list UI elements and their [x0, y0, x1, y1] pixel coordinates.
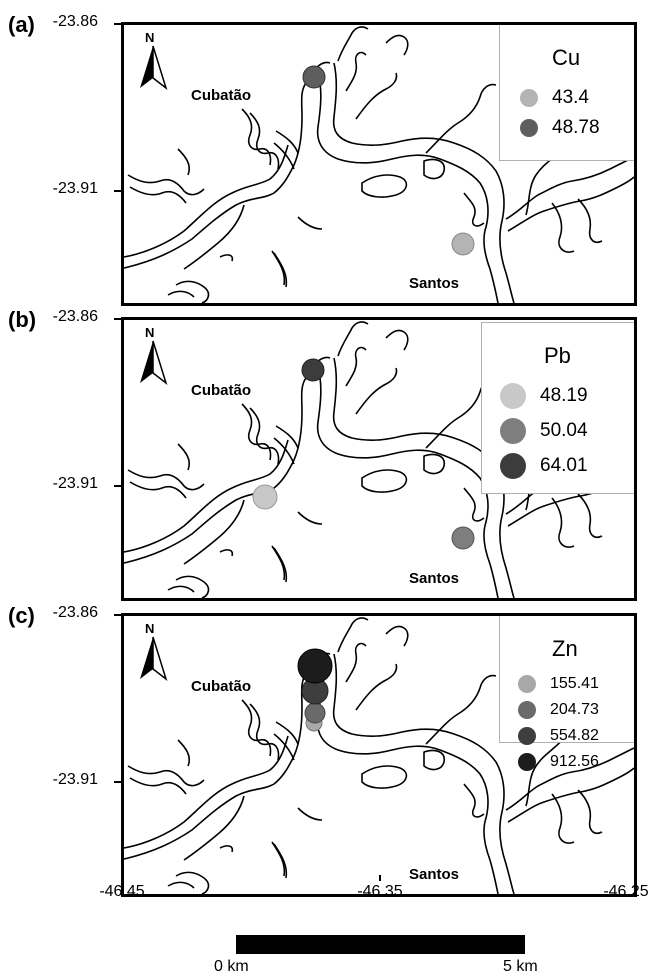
north-arrow-icon — [140, 45, 168, 90]
panel-c-north-letter: N — [145, 621, 155, 636]
legend-entry: 43.4 — [520, 87, 589, 109]
legend-label: 50.04 — [540, 420, 588, 441]
panel-a-city-santos: Santos — [409, 275, 460, 292]
panel-c-legend: Zn 155.41 204.73 554.82 912.56 — [499, 616, 634, 771]
panel-c-tick-mid — [114, 781, 121, 783]
panel-a-city-cubatao: Cubatão — [191, 87, 251, 104]
lon-tick-1 — [121, 875, 123, 881]
legend-swatch — [518, 675, 536, 693]
legend-label: 64.01 — [540, 455, 588, 476]
legend-entry: 204.73 — [518, 701, 599, 719]
panel-c-north-arrow: N — [136, 621, 170, 681]
panel-c-city-cubatao: Cubatão — [191, 678, 251, 695]
legend-label: 48.78 — [552, 117, 600, 138]
panel-c-lat-mid: -23.91 — [52, 771, 98, 788]
panel-a-lat-top: -23.86 — [52, 13, 98, 30]
legend-swatch — [518, 753, 536, 771]
legend-swatch — [500, 383, 526, 409]
legend-label: 204.73 — [550, 701, 599, 718]
panel-b-city-cubatao: Cubatão — [191, 382, 251, 399]
panel-c-letter: (c) — [8, 603, 35, 628]
legend-swatch — [500, 418, 526, 444]
panel-c-tick-top — [114, 614, 121, 616]
panel-c-map: N Cubatão Santos Zn 155.41 204.73 554.82… — [121, 613, 637, 897]
north-arrow-icon — [140, 636, 168, 681]
panel-c-city-santos: Santos — [409, 866, 460, 883]
legend-label: 155.41 — [550, 675, 599, 692]
legend-title: Zn — [552, 636, 578, 661]
legend-entry: 912.56 — [518, 753, 599, 771]
panel-b-lat-top: -23.86 — [52, 308, 98, 325]
lon-tick-2 — [379, 875, 381, 881]
panel-a-map: N Cubatão Santos Cu 43.4 48.78 — [121, 22, 637, 306]
legend-label: 912.56 — [550, 753, 599, 770]
legend-entry: 155.41 — [518, 675, 599, 693]
legend-swatch — [520, 119, 538, 137]
panel-b-tick-mid — [114, 485, 121, 487]
legend-entry: 50.04 — [500, 418, 588, 444]
lon-tick-3 — [635, 875, 637, 881]
panel-a-letter: (a) — [8, 12, 35, 37]
panel-b-lat-mid: -23.91 — [52, 475, 98, 492]
lon-label-1: -46.45 — [99, 883, 145, 900]
legend-label: 48.19 — [540, 385, 588, 406]
legend-swatch — [518, 701, 536, 719]
panel-b-city-santos: Santos — [409, 570, 460, 587]
scale-bar — [236, 935, 525, 954]
panel-a-tick-top — [114, 23, 121, 25]
legend-label: 43.4 — [552, 87, 589, 108]
panel-a-north-letter: N — [145, 30, 155, 45]
scale-label-end: 5 km — [503, 958, 538, 975]
legend-swatch — [520, 89, 538, 107]
panel-b-map: N Cubatão Santos Pb 48.19 50.04 64.01 — [121, 317, 637, 601]
panel-b-legend: Pb 48.19 50.04 64.01 — [481, 322, 634, 494]
north-arrow-icon — [140, 340, 168, 385]
scale-label-start: 0 km — [214, 958, 249, 975]
legend-title: Pb — [544, 343, 571, 368]
panel-b-north-letter: N — [145, 325, 155, 340]
panel-a-tick-mid — [114, 190, 121, 192]
legend-swatch — [500, 453, 526, 479]
lon-label-2: -46.35 — [357, 883, 403, 900]
legend-entry: 64.01 — [500, 453, 588, 479]
panel-a-lat-mid: -23.91 — [52, 180, 98, 197]
panel-c-lat-top: -23.86 — [52, 604, 98, 621]
legend-entry: 554.82 — [518, 727, 599, 745]
panel-b-north-arrow: N — [136, 325, 170, 385]
panel-a-north-arrow: N — [136, 30, 170, 90]
lon-label-3: -46.25 — [603, 883, 649, 900]
legend-label: 554.82 — [550, 727, 599, 744]
panel-b-tick-top — [114, 318, 121, 320]
legend-entry: 48.78 — [520, 117, 600, 139]
legend-title: Cu — [552, 45, 581, 70]
legend-entry: 48.19 — [500, 383, 588, 409]
panel-b-letter: (b) — [8, 307, 37, 332]
legend-swatch — [518, 727, 536, 745]
panel-a-legend: Cu 43.4 48.78 — [499, 25, 634, 161]
